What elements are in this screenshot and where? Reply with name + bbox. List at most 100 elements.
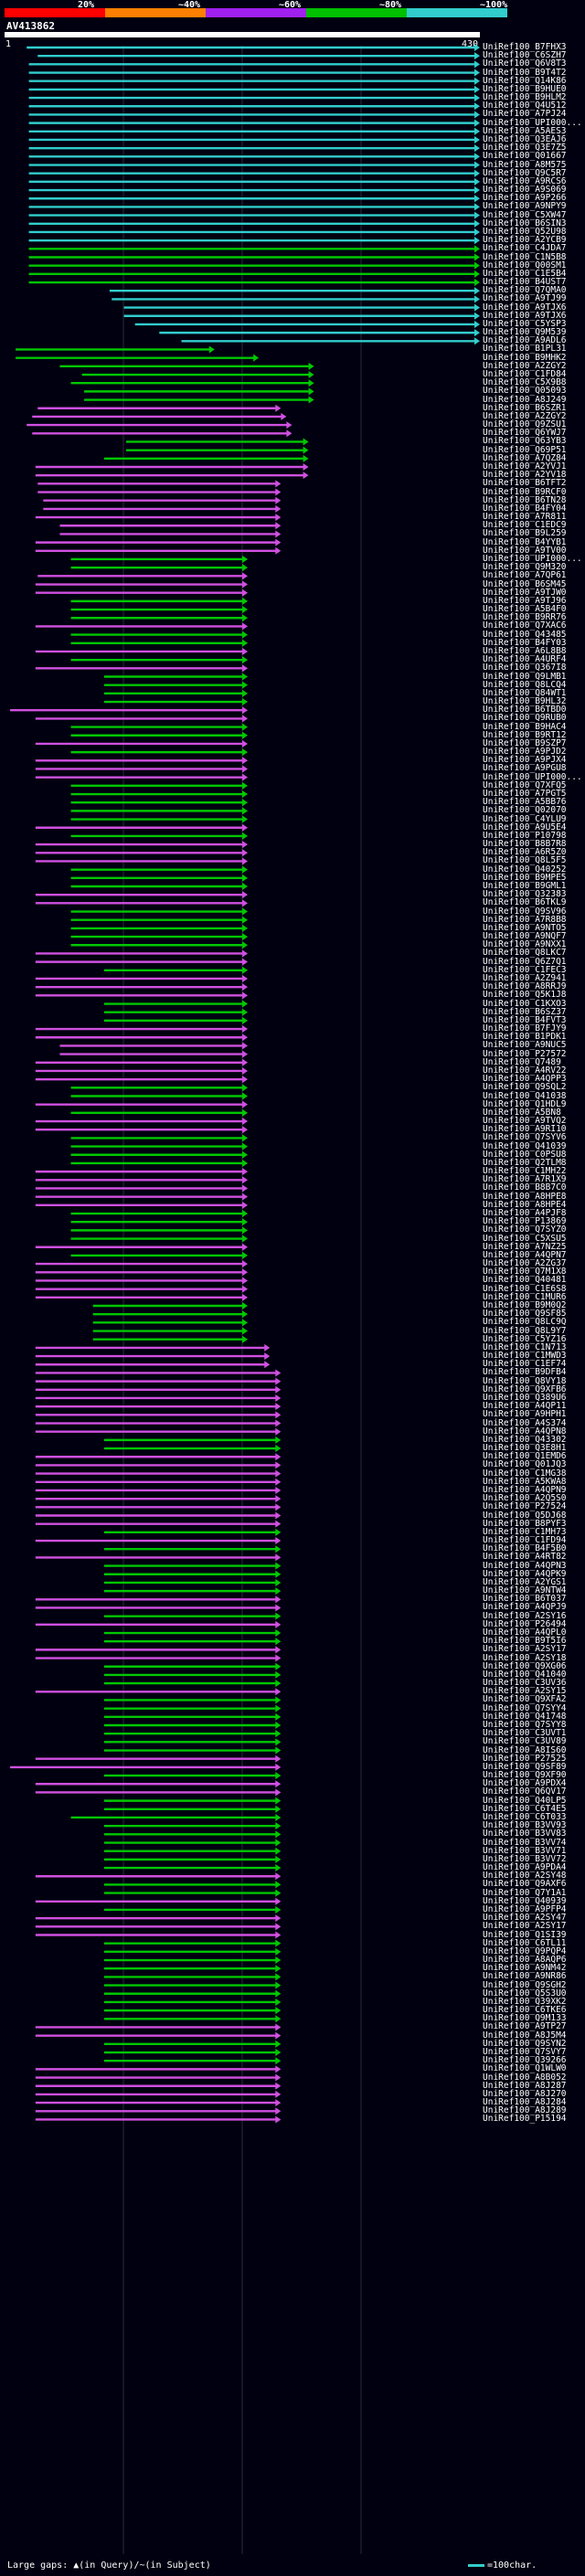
hit-label[interactable]: UniRef100_Q3E7Z5 [483, 143, 567, 154]
hit-label[interactable]: UniRef100_B6SIN3 [483, 217, 567, 228]
hit-label[interactable]: UniRef100_Q7Y1A1 [483, 1887, 567, 1898]
hit-label[interactable]: UniRef100_C5X9B8 [483, 377, 567, 388]
hit-label[interactable]: UniRef100_Q6V8T3 [483, 58, 567, 69]
hit-label[interactable]: UniRef100_A4RT82 [483, 1552, 567, 1563]
hit-label[interactable]: UniRef100_Q40LP5 [483, 1795, 567, 1806]
hit-label[interactable]: UniRef100_A2SY48 [483, 1871, 567, 1882]
hit-label[interactable]: UniRef100_Q41038 [483, 1090, 567, 1101]
hit-label[interactable]: UniRef100_Q9XG06 [483, 1660, 567, 1671]
hit-label[interactable]: UniRef100_A2YCB9 [483, 235, 567, 246]
hit-label[interactable]: UniRef100_Q8L5F5 [483, 855, 567, 866]
hit-label[interactable]: UniRef100_Q14K86 [483, 75, 567, 86]
hit-label[interactable]: UniRef100_C3UV36 [483, 1678, 567, 1689]
hit-label[interactable]: UniRef100_Q41039 [483, 1140, 567, 1151]
hit-label[interactable]: UniRef100_B6SZR1 [483, 402, 567, 413]
hit-label[interactable]: UniRef100_Q9SV96 [483, 906, 567, 917]
hit-label[interactable]: UniRef100_Q367I8 [483, 663, 567, 673]
hit-label[interactable]: UniRef100_A7R811 [483, 512, 567, 523]
hit-label[interactable]: UniRef100_B4FY03 [483, 637, 567, 648]
hit-label[interactable]: UniRef100_B9MHK2 [483, 352, 567, 363]
hit-label[interactable]: UniRef100_C6TKE6 [483, 2005, 567, 2016]
hit-label[interactable]: UniRef100_Q1WLW0 [483, 2063, 567, 2074]
hit-label[interactable]: UniRef100_A9TJX6 [483, 310, 567, 321]
hit-label[interactable]: UniRef100_Q32383 [483, 889, 567, 900]
hit-label[interactable]: UniRef100_Q40252 [483, 864, 567, 875]
hit-label[interactable]: UniRef100_P10798 [483, 830, 567, 841]
hit-label[interactable]: UniRef100_A9NUC5 [483, 1040, 567, 1051]
hit-label[interactable]: UniRef100_B8PYF3 [483, 1518, 567, 1529]
hit-label[interactable]: UniRef100_B6TKL9 [483, 897, 567, 908]
hit-label[interactable]: UniRef100_A9TVQ2 [483, 1116, 567, 1127]
hit-label[interactable]: UniRef100_Q40939 [483, 1895, 567, 1906]
hit-label[interactable]: UniRef100_A8M575 [483, 159, 567, 170]
hit-label[interactable]: UniRef100_Q8LC9Q [483, 1317, 567, 1328]
hit-label[interactable]: UniRef100_A9NPY9 [483, 201, 567, 212]
hit-label[interactable]: UniRef100_A9PJX4 [483, 755, 567, 766]
hit-label[interactable]: UniRef100_A9RCS6 [483, 175, 567, 186]
hit-label[interactable]: UniRef100_Q40481 [483, 1275, 567, 1286]
hit-label[interactable]: UniRef100_Q9PQP4 [483, 1945, 567, 1956]
hit-label[interactable]: UniRef100_A4QPN9 [483, 1484, 567, 1495]
hit-label[interactable]: UniRef100_C1E6S8 [483, 1283, 567, 1294]
hit-label[interactable]: UniRef100_A8HPE8 [483, 1191, 567, 1202]
hit-label[interactable]: UniRef100_A9NXX1 [483, 939, 567, 950]
hit-label[interactable]: UniRef100_C4JDA7 [483, 243, 567, 254]
hit-label[interactable]: UniRef100_B4UST7 [483, 277, 567, 288]
hit-label[interactable]: UniRef100_Q7SYY8 [483, 1720, 567, 1730]
hit-label[interactable]: UniRef100_B9HL32 [483, 696, 567, 707]
hit-label[interactable]: UniRef100_A9U5E4 [483, 822, 567, 832]
hit-label[interactable]: UniRef100_Q7SYY4 [483, 1702, 567, 1713]
hit-label[interactable]: UniRef100_B4FVT3 [483, 1014, 567, 1025]
hit-label[interactable]: UniRef100_Q1HDL9 [483, 1098, 567, 1109]
hit-label[interactable]: UniRef100_B8B7R8 [483, 839, 567, 850]
hit-label[interactable]: UniRef100_A2YV18 [483, 470, 567, 481]
hit-label[interactable]: UniRef100_P13869 [483, 1216, 567, 1227]
hit-label[interactable]: UniRef100_B9RCF0 [483, 486, 567, 497]
hit-label[interactable]: UniRef100_Q39XK2 [483, 1996, 567, 2007]
hit-label[interactable]: UniRef100_A7NZ25 [483, 1241, 567, 1252]
hit-label[interactable]: UniRef100_A4QPN8 [483, 1426, 567, 1436]
hit-label[interactable]: UniRef100_A9PFP4 [483, 1903, 567, 1914]
hit-label[interactable]: UniRef100_B7FHX3 [483, 42, 567, 52]
hit-label[interactable]: UniRef100_Q9M133 [483, 2013, 567, 2024]
hit-label[interactable]: UniRef100_B3VV83 [483, 1829, 567, 1839]
hit-label[interactable]: UniRef100_A5B4F0 [483, 604, 567, 615]
hit-label[interactable]: UniRef100_A4QP11 [483, 1401, 567, 1412]
hit-label[interactable]: UniRef100_A5KWA8 [483, 1476, 567, 1487]
hit-label[interactable]: UniRef100_C3UV89 [483, 1736, 567, 1747]
hit-label[interactable]: UniRef100_A6R5Z0 [483, 847, 567, 858]
hit-label[interactable]: UniRef100_A4QPJ9 [483, 1602, 567, 1613]
hit-label[interactable]: UniRef100_C1EDC9 [483, 520, 567, 531]
hit-label[interactable]: UniRef100_Q41040 [483, 1669, 567, 1680]
hit-label[interactable]: UniRef100_A4S374 [483, 1417, 567, 1428]
hit-label[interactable]: UniRef100_A2Q5S0 [483, 1493, 567, 1504]
hit-label[interactable]: UniRef100_B9HLM2 [483, 92, 567, 103]
hit-label[interactable]: UniRef100_Q01667 [483, 151, 567, 162]
hit-label[interactable]: UniRef100_A9TJ99 [483, 293, 567, 304]
hit-label[interactable]: UniRef100_C1MUR6 [483, 1291, 567, 1302]
hit-label[interactable]: UniRef100_Q5K1J8 [483, 990, 567, 1001]
hit-label[interactable]: UniRef100_A2SY17 [483, 1644, 567, 1655]
hit-label[interactable]: UniRef100_A7PJ24 [483, 109, 567, 120]
hit-label[interactable]: UniRef100_A5AES3 [483, 125, 567, 136]
hit-label[interactable]: UniRef100_A9ADL6 [483, 335, 567, 346]
hit-label[interactable]: UniRef100_A9PGU8 [483, 763, 567, 774]
hit-label[interactable]: UniRef100_Q1SI39 [483, 1929, 567, 1940]
hit-label[interactable]: UniRef100_C1N713 [483, 1341, 567, 1352]
hit-label[interactable]: UniRef100_B9RR76 [483, 612, 567, 623]
hit-label[interactable]: UniRef100_C1FD94 [483, 1535, 567, 1546]
hit-label[interactable]: UniRef100_Q9XF90 [483, 1770, 567, 1781]
hit-label[interactable]: UniRef100_Q7SVY7 [483, 2047, 567, 2058]
hit-label[interactable]: UniRef100_A9TJX6 [483, 302, 567, 313]
hit-label[interactable]: UniRef100_Q6QV17 [483, 1786, 567, 1797]
hit-label[interactable]: UniRef100_B1PL31 [483, 344, 567, 355]
hit-label[interactable]: UniRef100_A2SY18 [483, 1652, 567, 1663]
hit-label[interactable]: UniRef100_Q00SM1 [483, 260, 567, 270]
hit-label[interactable]: UniRef100_C1FEC3 [483, 964, 567, 975]
hit-label[interactable]: UniRef100_C1E5B4 [483, 268, 567, 279]
hit-label[interactable]: UniRef100_A2ZG37 [483, 1258, 567, 1269]
hit-label[interactable]: UniRef100_Q8LCQ4 [483, 679, 567, 690]
hit-label[interactable]: UniRef100_A2SY47 [483, 1913, 567, 1924]
hit-label[interactable]: UniRef100_B9L259 [483, 528, 567, 539]
hit-label[interactable]: UniRef100_B6TFT2 [483, 478, 567, 489]
